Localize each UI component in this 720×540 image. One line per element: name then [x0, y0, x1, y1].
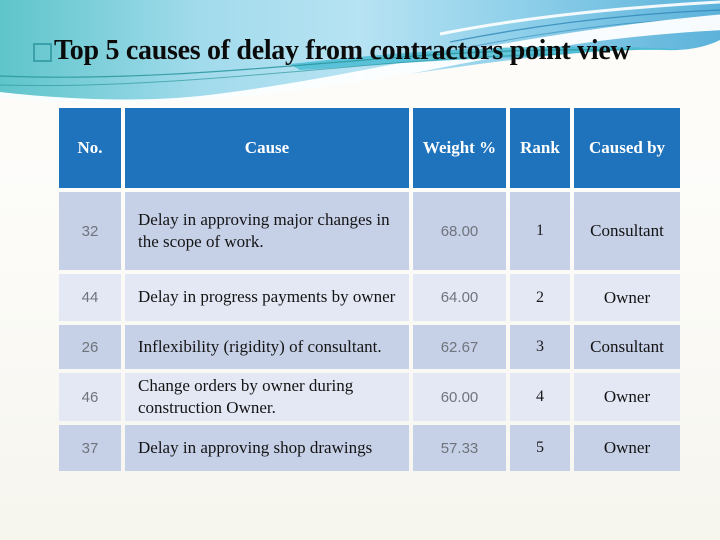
table-row: 46 Change orders by owner during constru… — [59, 373, 680, 421]
cell-no: 26 — [59, 325, 121, 369]
cell-cause: Change orders by owner during constructi… — [125, 373, 409, 421]
cell-caused-by: Owner — [574, 274, 680, 321]
cell-no: 46 — [59, 373, 121, 421]
cell-rank: 4 — [510, 373, 570, 421]
table-row: 37 Delay in approving shop drawings 57.3… — [59, 425, 680, 471]
column-header-rank: Rank — [510, 108, 570, 188]
cell-caused-by: Owner — [574, 373, 680, 421]
square-bullet-icon — [33, 43, 52, 62]
column-header-cause: Cause — [125, 108, 409, 188]
table-row: 44 Delay in progress payments by owner 6… — [59, 274, 680, 321]
cell-no: 32 — [59, 192, 121, 270]
cell-cause: Delay in approving major changes in the … — [125, 192, 409, 270]
cell-rank: 2 — [510, 274, 570, 321]
cell-weight: 60.00 — [413, 373, 506, 421]
cell-cause: Delay in approving shop drawings — [125, 425, 409, 471]
column-header-weight: Weight % — [413, 108, 506, 188]
cell-weight: 64.00 — [413, 274, 506, 321]
column-header-causedby: Caused by — [574, 108, 680, 188]
table-row: 32 Delay in approving major changes in t… — [59, 192, 680, 270]
table-row: 26 Inflexibility (rigidity) of consultan… — [59, 325, 680, 369]
cell-caused-by: Consultant — [574, 325, 680, 369]
delay-causes-table: No. Cause Weight % Rank Caused by 32 Del… — [55, 104, 684, 475]
cell-caused-by: Consultant — [574, 192, 680, 270]
cell-rank: 1 — [510, 192, 570, 270]
slide-title: Top 5 causes of delay from contractors p… — [54, 35, 631, 66]
cell-rank: 5 — [510, 425, 570, 471]
cell-no: 44 — [59, 274, 121, 321]
white-ribbon — [0, 14, 720, 111]
cell-weight: 57.33 — [413, 425, 506, 471]
cell-cause: Delay in progress payments by owner — [125, 274, 409, 321]
cell-weight: 68.00 — [413, 192, 506, 270]
slide-title-bar: Top 5 causes of delay from contractors p… — [33, 35, 631, 66]
cell-cause: Inflexibility (rigidity) of consultant. — [125, 325, 409, 369]
cell-rank: 3 — [510, 325, 570, 369]
column-header-no: No. — [59, 108, 121, 188]
cell-caused-by: Owner — [574, 425, 680, 471]
cell-no: 37 — [59, 425, 121, 471]
cell-weight: 62.67 — [413, 325, 506, 369]
table-header-row: No. Cause Weight % Rank Caused by — [59, 108, 680, 188]
